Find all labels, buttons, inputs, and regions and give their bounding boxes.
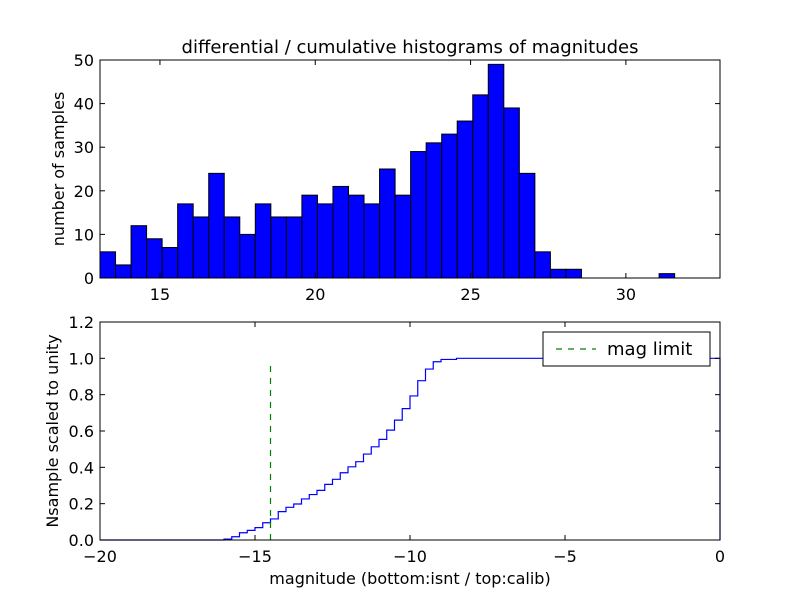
y-tick-label: 0.6 [69,422,94,441]
histogram-bar [456,120,474,279]
chart-title: differential / cumulative histograms of … [182,37,639,58]
histogram-bar [534,251,551,279]
histogram-bar [223,216,241,279]
histogram-bar [347,194,365,279]
histogram-bar [472,94,489,279]
histogram-bar [503,107,520,279]
x-tick-label: −15 [238,547,272,566]
x-tick-label: 30 [616,285,636,304]
x-tick-label: −20 [83,547,117,566]
histogram-bars [99,63,676,279]
histogram-bar [565,268,582,279]
legend: mag limit [542,331,711,367]
histogram-bar [177,203,194,279]
histogram-bar [363,203,381,279]
histogram-bar [410,151,427,279]
histogram-bar [285,216,303,279]
x-tick-label: −5 [553,547,577,566]
top-axes-frame [99,59,721,279]
histogram-bar [115,264,132,279]
legend-mag-limit-label: mag limit [607,339,692,360]
histogram-bar [487,63,505,279]
top-axis-ticks: 15 20 25 30 0 10 20 30 40 50 [74,51,720,304]
histogram-bar [441,133,458,279]
bottom-axis-ticks: −20 −15 −10 −5 0 0.0 0.2 0.4 0.6 0.8 1.0 1.2 [69,313,726,566]
histogram-bar [518,172,536,279]
histogram-bar [394,194,412,279]
histogram-bar [332,185,349,279]
y-tick-label: 20 [74,182,94,201]
x-tick-label: 25 [460,285,480,304]
histogram-bar [425,142,443,279]
y-tick-label: 0.0 [69,531,94,550]
histogram-bar [379,168,396,279]
y-tick-label: 1.0 [69,349,94,368]
histogram-bar [549,268,567,279]
histogram-bar [254,203,272,279]
top-y-label: number of samples [49,92,68,247]
histogram-bar [146,238,163,279]
histogram-bar [130,225,148,279]
bottom-y-label: Nsample scaled to unity [43,334,62,527]
cumulative-plot [100,357,721,541]
bottom-x-label: magnitude (bottom:isnt / top:calib) [269,569,550,588]
y-tick-label: 0 [84,269,94,288]
x-tick-label: −10 [393,547,427,566]
y-tick-label: 0.4 [69,458,94,477]
y-tick-label: 0.2 [69,495,94,514]
histogram-bar [270,216,287,279]
histogram-bar [301,194,318,279]
histogram-bar [161,246,179,279]
cumulative-step-line [100,357,721,541]
y-tick-label: 10 [74,225,94,244]
histogram-bar [99,251,117,279]
y-tick-label: 1.2 [69,313,94,332]
x-tick-label: 15 [150,285,170,304]
histogram-bar [658,273,676,279]
x-tick-label: 20 [305,285,325,304]
histogram-bar [239,233,256,279]
y-tick-label: 0.8 [69,386,94,405]
y-tick-label: 30 [74,138,94,157]
x-tick-label: 0 [715,547,725,566]
histogram-bar [208,172,225,279]
histogram-bar [192,216,210,279]
y-tick-label: 50 [74,51,94,70]
y-tick-label: 40 [74,95,94,114]
histogram-bar [316,203,334,279]
